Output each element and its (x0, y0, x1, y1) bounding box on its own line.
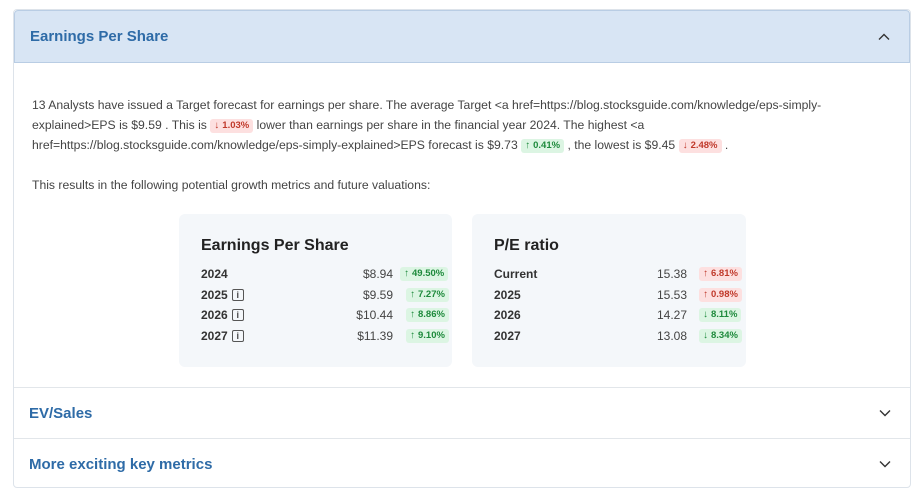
row-value: $9.59 (362, 288, 393, 302)
info-icon[interactable]: i (231, 330, 244, 342)
change-badge: ↑ 9.10% (406, 329, 449, 343)
arrow-down-icon: ↓ (214, 119, 220, 131)
arrow-down-icon: ↓ (682, 139, 688, 151)
row-year: 2027 (494, 329, 521, 343)
change-badge: ↓ 2.48% (678, 138, 722, 153)
chevron-down-icon[interactable] (878, 457, 892, 471)
evsales-section-title: EV/Sales (29, 404, 93, 422)
row-value: 13.08 (656, 329, 687, 343)
change-badge: ↓ 8.34% (699, 329, 742, 343)
change-badge: ↑ 8.86% (406, 308, 449, 322)
arrow-up-icon: ↑ (703, 268, 708, 279)
pe-card-title: P/E ratio (494, 237, 559, 254)
table-row: 2027 13.08 ↓ 8.34% (494, 326, 742, 346)
row-year: 2026 i (201, 308, 261, 322)
more-metrics-section-title: More exciting key metrics (29, 455, 213, 473)
chevron-up-icon[interactable] (877, 30, 891, 44)
eps-forecast-text-d: . (724, 138, 729, 152)
row-value: 15.38 (656, 267, 687, 281)
eps-card: Earnings Per Share 2024 $8.94 ↑ 49.50% 20… (179, 214, 452, 367)
table-row: 2024 $8.94 ↑ 49.50% (201, 264, 449, 284)
eps-section-title: Earnings Per Share (30, 28, 169, 45)
change-badge: ↓ 1.03% (210, 118, 254, 133)
info-icon[interactable]: i (231, 309, 244, 321)
eps-forecast-text-a: 13 Analysts have issued a Target forecas… (32, 98, 822, 132)
arrow-up-icon: ↑ (410, 289, 415, 300)
change-badge: ↑ 7.27% (406, 288, 449, 302)
table-row: 2026 14.27 ↓ 8.11% (494, 305, 742, 325)
eps-forecast-text: 13 Analysts have issued a Target forecas… (32, 95, 872, 155)
chevron-down-icon[interactable] (878, 406, 892, 420)
row-value: $11.39 (357, 329, 393, 343)
table-row: 2027 i $11.39 ↑ 9.10% (201, 326, 449, 346)
table-row: 2025 i $9.59 ↑ 7.27% (201, 285, 449, 305)
metrics-accordion: Earnings Per Share 13 Analysts have issu… (13, 9, 911, 488)
eps-section-body: 13 Analysts have issued a Target forecas… (14, 63, 910, 388)
eps-card-title: Earnings Per Share (201, 237, 349, 254)
row-year: 2026 (494, 308, 521, 322)
table-row: Current 15.38 ↑ 6.81% (494, 264, 742, 284)
info-icon[interactable]: i (231, 289, 244, 301)
row-year: 2024 (201, 267, 228, 281)
row-year: Current (494, 267, 538, 281)
arrow-up-icon: ↑ (410, 309, 415, 320)
row-year: 2025 (494, 288, 521, 302)
arrow-up-icon: ↑ (525, 139, 531, 151)
arrow-up-icon: ↑ (410, 330, 415, 341)
arrow-up-icon: ↑ (404, 268, 409, 279)
change-badge: ↑ 49.50% (400, 267, 449, 281)
row-year: 2027 i (201, 329, 261, 343)
change-badge: ↓ 8.11% (699, 308, 742, 322)
arrow-down-icon: ↓ (703, 309, 708, 320)
table-row: 2026 i $10.44 ↑ 8.86% (201, 305, 449, 325)
evsales-section-header[interactable]: EV/Sales (14, 387, 910, 438)
table-row: 2025 15.53 ↑ 0.98% (494, 285, 742, 305)
change-badge: ↑ 0.98% (699, 288, 742, 302)
growth-intro-text: This results in the following potential … (32, 178, 431, 192)
row-value: $8.94 (362, 267, 393, 281)
row-value: $10.44 (356, 308, 393, 322)
arrow-down-icon: ↓ (703, 330, 708, 341)
row-year: 2025 i (201, 288, 261, 302)
change-badge: ↑ 0.41% (521, 138, 565, 153)
eps-forecast-text-c: , the lowest is $9.45 (567, 138, 676, 152)
change-badge: ↑ 6.81% (699, 267, 742, 281)
row-value: 15.53 (656, 288, 687, 302)
arrow-up-icon: ↑ (703, 289, 708, 300)
pe-card: P/E ratio Current 15.38 ↑ 6.81% 2025 15.5… (472, 214, 746, 367)
eps-forecast-text-b: lower than earnings per share in the fin… (32, 118, 645, 152)
eps-section-header[interactable]: Earnings Per Share (14, 10, 910, 63)
more-metrics-section-header[interactable]: More exciting key metrics (14, 438, 910, 489)
row-value: 14.27 (656, 308, 687, 322)
